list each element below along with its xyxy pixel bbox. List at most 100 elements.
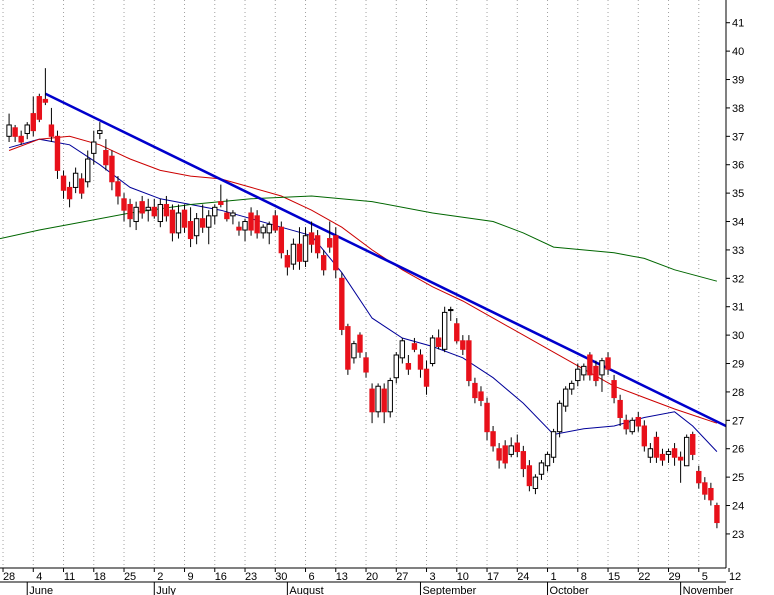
candle (702, 477, 708, 500)
month-label: September (422, 585, 476, 595)
candle-body (387, 380, 393, 413)
candle-body (60, 175, 67, 191)
candle (581, 363, 587, 381)
candle (230, 210, 236, 225)
candle-body (109, 155, 115, 183)
candle (66, 181, 73, 208)
candle (526, 460, 533, 492)
candle (12, 124, 18, 142)
x-tick-label: 8 (581, 571, 587, 583)
candle (60, 170, 67, 199)
candle (278, 221, 285, 259)
candle-body (127, 203, 133, 220)
candle-body (714, 505, 720, 524)
candle (677, 451, 684, 483)
candle (411, 337, 418, 353)
candle-body (562, 388, 569, 407)
candle-body (314, 235, 321, 254)
candle-body (151, 206, 157, 217)
x-tick-label: 27 (396, 571, 408, 583)
candle-body (550, 431, 557, 458)
candle-body (199, 218, 206, 228)
candle-body (702, 482, 708, 495)
y-tick-label: 33 (732, 245, 744, 257)
candle-body (659, 453, 666, 461)
candle (54, 130, 61, 179)
y-tick-label: 28 (732, 387, 744, 399)
candle-body (278, 226, 285, 254)
candle-body (18, 135, 24, 143)
y-tick-label: 26 (732, 444, 744, 456)
candle (508, 437, 514, 458)
candle-body (472, 382, 478, 399)
candle-body (683, 436, 690, 467)
x-tick-label: 22 (638, 571, 650, 583)
candle (163, 195, 170, 222)
candle (617, 394, 623, 426)
candle-body (665, 451, 672, 455)
candle (599, 357, 605, 392)
candle-body (175, 212, 182, 234)
candle (714, 502, 720, 529)
candle-body (260, 226, 266, 234)
candle (478, 386, 484, 407)
candle (393, 352, 399, 384)
candle-body (484, 402, 490, 433)
candle (387, 377, 393, 418)
candle-body (212, 206, 218, 217)
x-tick-label: 3 (430, 571, 436, 583)
candle-body (78, 178, 85, 194)
vertical-gridlines (2, 0, 700, 568)
month-label: July (156, 585, 176, 595)
candle (85, 150, 91, 188)
candle-body (369, 388, 375, 413)
candle-body (575, 368, 581, 382)
x-tick-label: 25 (124, 571, 136, 583)
candle-body (157, 203, 164, 223)
candle-body (121, 198, 127, 211)
candle-body (405, 363, 412, 370)
candle (242, 218, 248, 242)
candle (611, 374, 617, 404)
candle (236, 221, 242, 236)
candle (133, 201, 139, 231)
candle (544, 451, 551, 472)
y-tick-label: 27 (732, 415, 744, 427)
candle (399, 337, 406, 364)
candle (665, 448, 672, 463)
candle (72, 167, 79, 194)
candle (36, 93, 43, 123)
x-tick-label: 10 (457, 571, 469, 583)
candle (532, 474, 539, 495)
candle-body (605, 357, 611, 370)
candle-body (224, 212, 230, 220)
candle-body (490, 431, 496, 447)
candle (78, 173, 85, 199)
candle (187, 207, 194, 248)
candle (514, 434, 520, 458)
y-tick-label: 37 (732, 131, 744, 143)
candle (502, 440, 508, 469)
x-tick-label: 20 (366, 571, 378, 583)
candle (472, 377, 478, 404)
candle (199, 204, 206, 233)
candle (91, 130, 97, 165)
candle (454, 318, 460, 344)
month-label: November (683, 585, 734, 595)
x-tick-label: 11 (64, 571, 75, 583)
candle (97, 122, 103, 140)
candle (429, 335, 436, 367)
candle-body (272, 215, 278, 231)
candle-body (339, 277, 345, 330)
candle (690, 431, 696, 461)
candle-body (103, 150, 109, 166)
month-label: October (550, 585, 589, 595)
candle-body (587, 354, 593, 376)
candle-body (290, 243, 297, 265)
candle (659, 448, 666, 466)
candle (345, 323, 351, 375)
candle-body (448, 309, 454, 312)
candle-body (48, 124, 55, 137)
candle-body (696, 470, 702, 484)
